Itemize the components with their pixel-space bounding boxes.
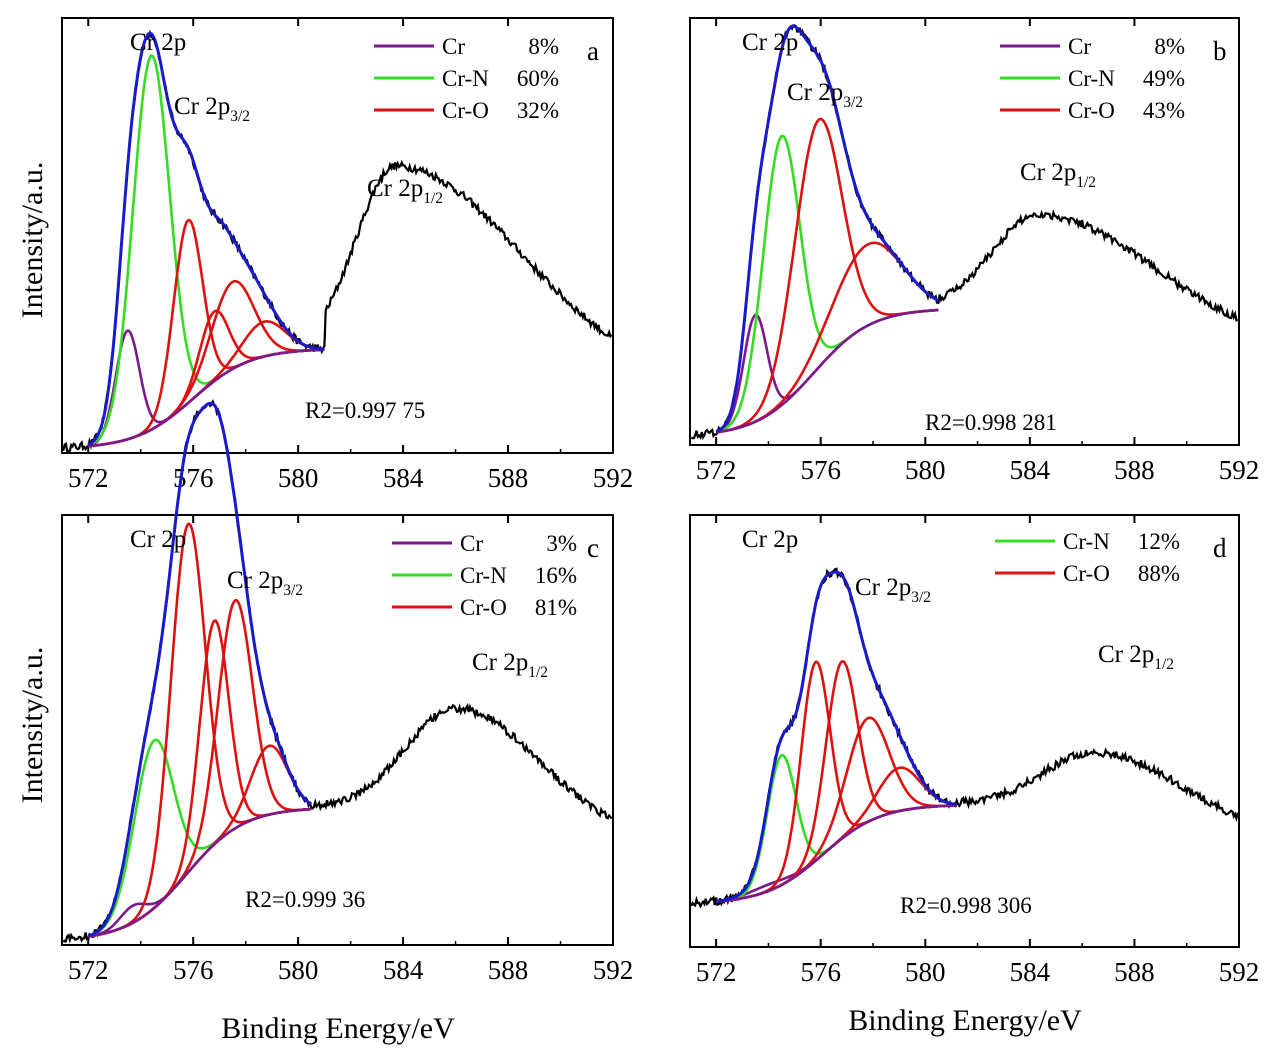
background-line [88, 807, 312, 938]
background-line [715, 308, 939, 434]
peak-label-2p12: Cr 2p1/2 [472, 649, 548, 681]
legend-label: Cr [442, 34, 465, 59]
legend-percent: 8% [1154, 34, 1185, 59]
panel-letter: a [587, 36, 599, 66]
legend-percent: 49% [1143, 66, 1185, 91]
legend-label: Cr [1068, 34, 1091, 59]
y-axis-label-top: Intensity/a.u. [16, 162, 49, 319]
legend-label: Cr-O [460, 595, 507, 620]
raw-spectrum-line [690, 567, 1239, 909]
legend-label: Cr-O [442, 98, 489, 123]
x-tick-label: 572 [696, 455, 737, 485]
peak-label-2p12: Cr 2p1/2 [1020, 159, 1096, 191]
spectrum-title: Cr 2p [130, 29, 186, 56]
legend-label: Cr-O [1063, 561, 1110, 586]
panel-letter: b [1213, 36, 1227, 66]
legend-percent: 12% [1138, 529, 1180, 554]
x-tick-label: 572 [68, 955, 109, 985]
x-tick-label: 588 [1114, 957, 1155, 987]
plot-frame [689, 514, 1240, 948]
x-tick-label: 584 [1010, 455, 1051, 485]
legend-percent: 81% [535, 595, 577, 620]
legend-percent: 43% [1143, 98, 1185, 123]
r-squared-label: R2=0.998 306 [900, 893, 1032, 918]
legend-label: Cr-O [1068, 98, 1115, 123]
x-tick-label: 572 [68, 463, 109, 493]
panel-letter: d [1213, 533, 1227, 563]
r-squared-label: R2=0.998 281 [925, 410, 1057, 435]
panel-b: 572 576 580 584 588 592 Cr 2p Cr 2p3/2 Cr 2p1/2 R… [689, 17, 1260, 485]
r-squared-label: R2=0.997 75 [305, 398, 425, 423]
peak-label-2p32: Cr 2p3/2 [227, 567, 303, 599]
panels-group: 572 576 580 584 588 592 Cr 2p Cr 2p3/2 Cr 2p1/2 R… [61, 17, 1260, 987]
background-line [88, 348, 325, 448]
plot-frame [61, 17, 614, 454]
peak-label-2p32: Cr 2p3/2 [174, 93, 250, 125]
plot-frame [61, 514, 614, 946]
x-tick-label: 592 [1219, 957, 1260, 987]
envelope-fit-line [715, 24, 940, 433]
legend-percent: 88% [1138, 561, 1180, 586]
x-tick-label: 584 [1010, 957, 1051, 987]
x-tick-label: 580 [278, 463, 319, 493]
x-tick-label: 592 [1219, 455, 1260, 485]
x-tick-label: 580 [905, 957, 946, 987]
peak-label-2p32: Cr 2p3/2 [855, 574, 931, 606]
panel-letter: c [587, 533, 599, 563]
peak-label-2p12: Cr 2p1/2 [1098, 641, 1174, 673]
envelope-fit-line [715, 570, 957, 903]
x-tick-label: 576 [800, 957, 841, 987]
legend-label: Cr-N [460, 563, 507, 588]
y-axis-label-bottom: Intensity/a.u. [16, 647, 49, 804]
legend-label: Cr-N [1068, 66, 1115, 91]
spectrum-title: Cr 2p [130, 526, 186, 553]
x-tick-label: 580 [905, 455, 946, 485]
r-squared-label: R2=0.999 36 [245, 887, 365, 912]
legend-percent: 60% [517, 66, 559, 91]
x-axis-label-left: Binding Energy/eV [221, 1012, 455, 1045]
legend-percent: 32% [517, 98, 559, 123]
x-axis-label-right: Binding Energy/eV [848, 1004, 1082, 1037]
x-tick-label: 576 [173, 955, 214, 985]
x-tick-label: 592 [593, 463, 634, 493]
x-tick-label: 580 [278, 955, 319, 985]
x-tick-label: 572 [696, 957, 737, 987]
legend-label: Cr-N [1063, 529, 1110, 554]
spectrum-title: Cr 2p [742, 526, 798, 553]
x-tick-label: 584 [383, 955, 424, 985]
legend-percent: 3% [546, 531, 577, 556]
spectrum-title: Cr 2p [742, 29, 798, 56]
envelope-fit-line [87, 31, 325, 446]
panel-c: 572 576 580 584 588 592 Cr 2p Cr 2p3/2 Cr 2p1/2 R… [61, 398, 634, 985]
panel-d: 572 576 580 584 588 592 Cr 2p Cr 2p3/2 Cr 2p1/2 R… [689, 514, 1260, 987]
legend-label: Cr [460, 531, 483, 556]
background-line [716, 804, 957, 903]
legend-percent: 16% [535, 563, 577, 588]
x-tick-label: 592 [593, 955, 634, 985]
x-tick-label: 584 [383, 463, 424, 493]
x-tick-label: 588 [488, 463, 529, 493]
legend-percent: 8% [528, 34, 559, 59]
raw-spectrum-line [62, 29, 613, 453]
plot-frame [689, 17, 1240, 446]
legend-label: Cr-N [442, 66, 489, 91]
envelope-fit-line [87, 401, 313, 938]
component-cr-line [715, 804, 957, 903]
peak-label-2p32: Cr 2p3/2 [787, 79, 863, 111]
x-tick-label: 588 [488, 955, 529, 985]
x-tick-label: 588 [1114, 455, 1155, 485]
x-tick-label: 576 [800, 455, 841, 485]
peak-label-2p12: Cr 2p1/2 [367, 175, 443, 207]
